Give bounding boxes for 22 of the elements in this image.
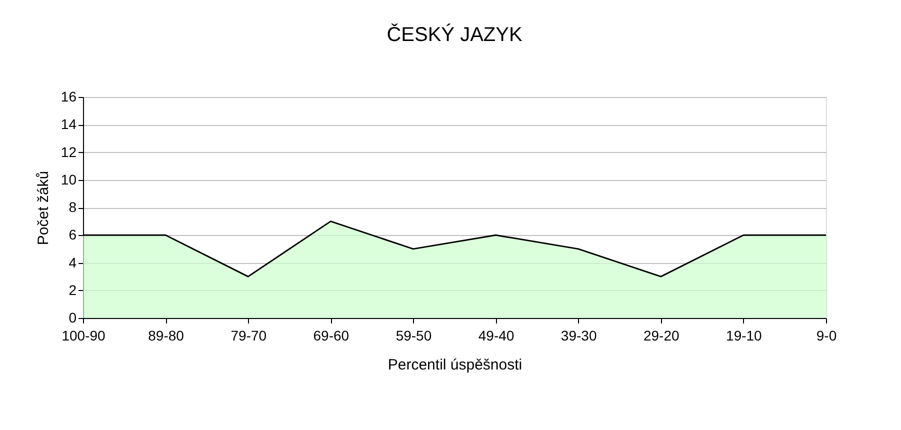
x-tick-label: 9-0: [816, 328, 837, 344]
x-tick-label: 69-60: [313, 328, 350, 344]
y-tick-label: 8: [68, 199, 77, 215]
y-tick-label: 4: [68, 254, 77, 270]
y-tick-label: 6: [68, 226, 77, 243]
x-tick-label: 89-80: [148, 328, 184, 344]
chart-title: ČESKÝ JAZYK: [386, 23, 523, 46]
y-tick-label: 14: [60, 116, 77, 132]
y-tick-label: 16: [60, 88, 77, 104]
y-tick-label: 10: [60, 171, 77, 188]
y-tick-label: 0: [68, 310, 77, 326]
x-tick-label: 19-10: [726, 328, 762, 344]
x-axis-title: Percentil úspěšnosti: [388, 356, 522, 374]
x-tick-label: 39-30: [560, 328, 597, 344]
y-axis-title: Počet žáků: [34, 170, 52, 246]
x-tick-label: 49-40: [478, 328, 514, 344]
y-tick-label: 12: [60, 144, 77, 160]
y-tick-label: 2: [68, 282, 77, 298]
x-tick-label: 79-70: [230, 328, 267, 344]
x-tick-label: 29-20: [643, 328, 680, 344]
x-tick-label: 100-90: [62, 328, 106, 344]
x-tick-label: 59-50: [396, 328, 432, 344]
